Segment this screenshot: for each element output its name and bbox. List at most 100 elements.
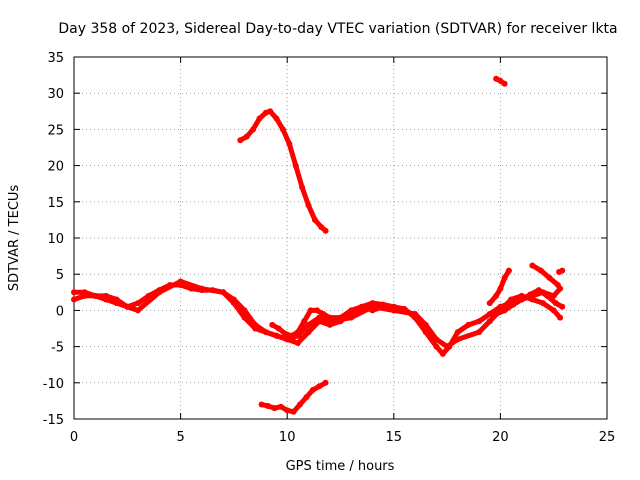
data-point: [412, 311, 419, 318]
data-point: [71, 296, 77, 303]
data-series: [71, 75, 566, 415]
data-point: [390, 303, 397, 310]
data-point: [501, 80, 508, 87]
ticks: 0 5 10 15 20 25 -15 -10 -5 0 5 10 15 20 25 30 35: [43, 51, 616, 445]
data-point: [454, 329, 461, 336]
data-point: [284, 336, 291, 343]
x-tick-label: 20: [492, 430, 509, 445]
data-point: [508, 296, 515, 303]
data-point: [279, 126, 286, 133]
y-tick-label: -10: [43, 377, 64, 392]
data-point: [501, 274, 508, 281]
series-arc-late-dot: [556, 267, 566, 276]
data-point: [476, 329, 483, 336]
data-point: [322, 379, 329, 386]
data-point: [557, 314, 564, 321]
data-point: [275, 325, 282, 332]
data-point: [439, 350, 446, 357]
data-point: [92, 292, 99, 299]
grid: [74, 57, 607, 419]
data-point: [433, 336, 440, 343]
data-point: [243, 133, 250, 140]
y-tick-label: 5: [56, 268, 64, 283]
data-point: [305, 321, 312, 328]
data-point: [296, 401, 303, 408]
data-point: [433, 343, 440, 350]
data-point: [220, 289, 227, 296]
y-axis-label: SDTVAR / TECUs: [7, 185, 22, 292]
data-point: [290, 408, 297, 415]
x-tick-label: 5: [176, 430, 184, 445]
data-point: [156, 289, 163, 296]
data-point: [284, 407, 291, 414]
data-point: [124, 303, 131, 310]
series-arc-secondary: [269, 303, 408, 339]
data-point: [258, 401, 265, 408]
series-arc-lower: [258, 379, 329, 415]
data-point: [177, 278, 184, 285]
data-point: [250, 126, 257, 133]
data-point: [465, 321, 472, 328]
data-point: [476, 318, 483, 325]
x-tick-label: 10: [279, 430, 296, 445]
series-arc-rising-late: [486, 267, 512, 307]
data-point: [241, 307, 248, 314]
data-point: [305, 202, 312, 209]
data-point: [518, 296, 525, 303]
data-point: [369, 307, 376, 314]
data-point: [501, 307, 508, 314]
y-tick-label: 35: [47, 51, 64, 66]
data-point: [299, 184, 306, 191]
y-tick-label: -5: [51, 341, 64, 356]
data-point: [552, 300, 559, 307]
data-point: [265, 402, 272, 409]
data-point: [269, 321, 276, 328]
data-point: [237, 137, 244, 144]
data-point: [198, 285, 205, 292]
x-tick-label: 0: [70, 430, 78, 445]
data-point: [294, 329, 301, 336]
data-point: [322, 227, 329, 234]
y-tick-label: 20: [47, 160, 64, 175]
data-point: [454, 336, 461, 343]
data-point: [277, 403, 284, 410]
data-point: [559, 267, 566, 274]
data-point: [273, 332, 280, 339]
data-point: [554, 282, 561, 289]
data-point: [288, 332, 295, 339]
chart-title: Day 358 of 2023, Sidereal Day-to-day VTE…: [58, 21, 617, 37]
y-tick-label: 25: [47, 123, 64, 138]
data-point: [497, 77, 504, 84]
data-point: [348, 314, 355, 321]
data-point: [314, 307, 321, 314]
data-point: [497, 285, 504, 292]
data-point: [294, 339, 301, 346]
data-point: [305, 329, 312, 336]
data-point: [401, 307, 408, 314]
y-tick-label: -15: [43, 413, 64, 428]
data-point: [550, 307, 557, 314]
data-point: [380, 303, 387, 310]
data-point: [102, 296, 109, 303]
data-point: [134, 300, 141, 307]
data-point: [529, 296, 536, 303]
data-point: [318, 224, 325, 231]
data-point: [262, 329, 269, 336]
data-point: [537, 267, 544, 274]
data-point: [301, 318, 308, 325]
data-point: [134, 307, 141, 314]
data-point: [529, 262, 536, 269]
data-point: [309, 387, 316, 394]
data-point: [113, 300, 120, 307]
data-point: [493, 311, 500, 318]
series-trace: [529, 263, 561, 288]
series-arc-upper: [237, 108, 329, 234]
data-point: [510, 301, 517, 308]
x-axis-label: GPS time / hours: [286, 459, 395, 474]
y-tick-label: 0: [56, 304, 64, 319]
data-point: [267, 108, 274, 115]
data-point: [486, 318, 493, 325]
data-point: [535, 287, 542, 294]
